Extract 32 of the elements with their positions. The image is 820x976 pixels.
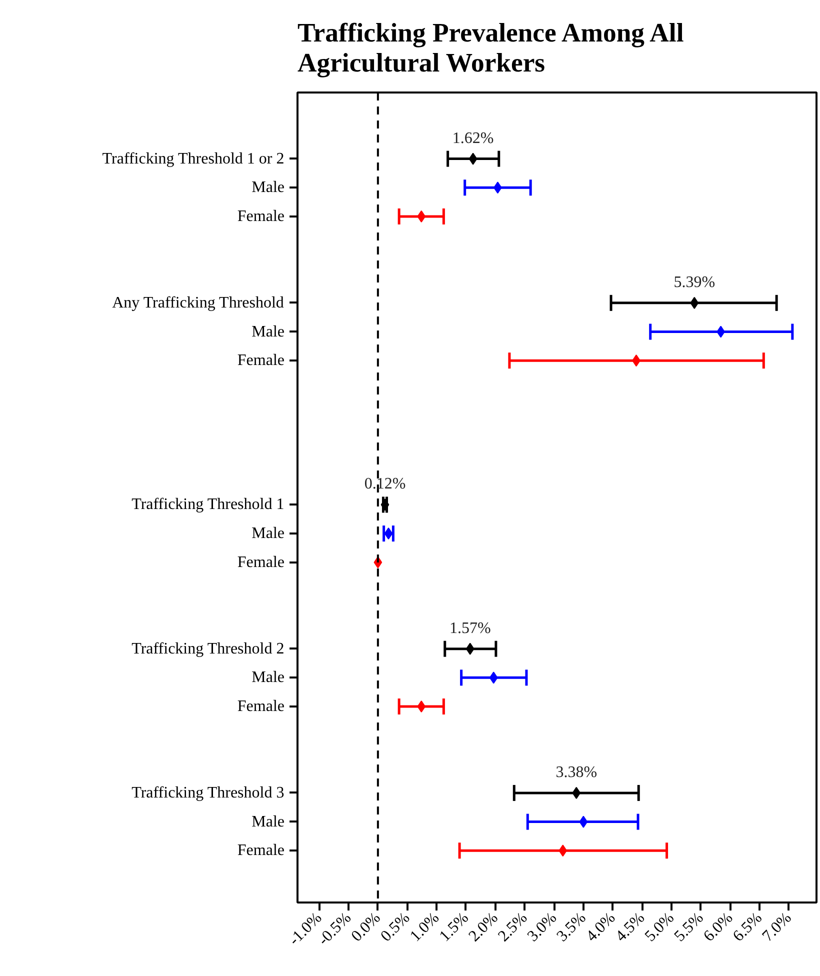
data-label: 1.57% <box>449 620 491 637</box>
point <box>417 700 426 712</box>
point <box>489 672 498 684</box>
y-tick-label: Male <box>252 323 284 340</box>
y-tick-label: Female <box>237 698 284 715</box>
y-tick-label: Male <box>252 525 284 542</box>
y-tick-label: Female <box>237 842 284 860</box>
y-tick-label: Any Trafficking Threshold <box>112 294 284 312</box>
point <box>380 498 390 511</box>
point <box>466 642 474 655</box>
y-tick-label: Female <box>237 554 284 571</box>
chart-title: Trafficking Prevalence Among All Agricultural Workers <box>298 18 684 78</box>
point <box>690 296 699 309</box>
data-label: 5.39% <box>674 274 716 291</box>
point <box>417 210 426 222</box>
point <box>384 528 393 540</box>
y-tick-label: Trafficking Threshold 1 <box>132 496 284 514</box>
y-tick-label: Female <box>237 352 284 370</box>
y-tick-label: Trafficking Threshold 3 <box>132 784 284 802</box>
y-tick-label: Trafficking Threshold 1 or 2 <box>102 150 284 168</box>
data-label: 1.62% <box>452 130 494 147</box>
point <box>572 786 581 799</box>
y-tick-label: Male <box>252 669 284 686</box>
y-tick-label: Male <box>252 179 284 196</box>
data-label: 3.38% <box>556 764 598 781</box>
data-label: 0.12% <box>364 476 406 493</box>
point <box>558 844 568 857</box>
y-tick-label: Trafficking Threshold 2 <box>132 640 284 658</box>
y-tick-label: Female <box>237 208 284 225</box>
y-tick-label: Male <box>252 813 284 830</box>
point <box>579 816 588 828</box>
point <box>468 152 478 165</box>
